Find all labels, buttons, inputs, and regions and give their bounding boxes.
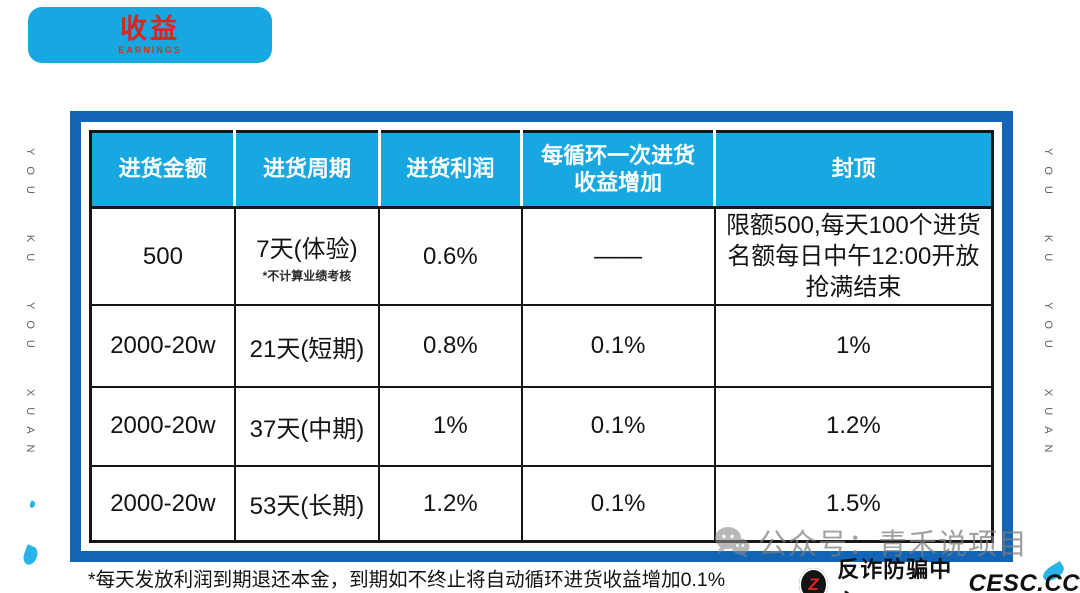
cyan-drop-decoration (21, 544, 40, 567)
cell-profit: 1.2% (378, 465, 523, 543)
cell-amount: 2000-20w (89, 304, 236, 388)
earnings-table: 进货金额 进货周期 进货利润 每循环一次进货 收益增加 封顶 500 7天(体验… (89, 130, 994, 543)
table-row: 2000-20w 21天(短期) 0.8% 0.1% 1% (89, 304, 994, 388)
cell-period: 7天(体验) *不计算业绩考核 (233, 206, 381, 307)
cell-cycle-bonus: 0.1% (520, 385, 716, 468)
earnings-badge: 收益 EARNINGS (28, 7, 272, 63)
cell-profit: 1% (378, 385, 523, 468)
anti-fraud-logo-letter: Z (808, 574, 819, 593)
table-frame: 进货金额 进货周期 进货利润 每循环一次进货 收益增加 封顶 500 7天(体验… (70, 111, 1013, 562)
table-row: 2000-20w 37天(中期) 1% 0.1% 1.2% (89, 385, 994, 468)
cell-profit: 0.8% (378, 304, 523, 388)
anti-fraud-logo-icon: Z (799, 567, 829, 593)
cell-period-note: *不计算业绩考核 (262, 269, 352, 284)
anti-fraud-label: 反诈防骗中心 (837, 557, 953, 593)
cell-period: 21天(短期) (233, 304, 381, 388)
header-cell-amount: 进货金额 (90, 131, 235, 209)
badge-subtitle: EARNINGS (118, 45, 182, 56)
cell-cycle-bonus: 0.1% (520, 465, 716, 543)
anti-fraud-badge: Z 反诈防骗中心 CESC.CC (799, 552, 1080, 593)
cell-cap: 1% (713, 304, 994, 388)
cell-amount: 500 (89, 206, 236, 307)
footnote: *每天发放利润到期退还本金，到期如不终止将自动循环进货收益增加0.1% (88, 569, 726, 591)
header-cell-cap: 封顶 (713, 131, 993, 209)
cell-cap: 1.2% (713, 385, 994, 468)
cell-amount: 2000-20w (89, 465, 236, 543)
cell-amount: 2000-20w (89, 385, 236, 468)
cell-cap: 限额500,每天100个进货名额每日中午12:00开放抢满结束 (713, 206, 994, 307)
anti-fraud-site: CESC.CC (968, 570, 1080, 593)
header-cell-profit: 进货利润 (377, 131, 522, 209)
header-cell-period: 进货周期 (233, 131, 380, 209)
header-cell-cycle-bonus: 每循环一次进货 收益增加 (520, 131, 715, 209)
cell-period: 53天(长期) (233, 465, 381, 543)
cell-period: 37天(中期) (233, 385, 381, 468)
side-text-right: YOU KU YOU XUAN (1042, 148, 1054, 464)
cell-period-main: 7天(体验) (256, 236, 358, 264)
side-text-left: YOU KU YOU XUAN (24, 148, 36, 464)
table-row: 2000-20w 53天(长期) 1.2% 0.1% 1.5% (89, 465, 994, 543)
wechat-icon (715, 527, 750, 558)
table-header-row: 进货金额 进货周期 进货利润 每循环一次进货 收益增加 封顶 (90, 131, 993, 209)
badge-title: 收益 (120, 13, 180, 44)
cell-cycle-bonus: —— (520, 206, 716, 307)
cell-cap: 1.5% (713, 465, 994, 543)
table-row: 500 7天(体验) *不计算业绩考核 0.6% —— 限额500,每天100个… (89, 206, 994, 307)
cell-cycle-bonus: 0.1% (520, 304, 716, 388)
cyan-drop-decoration (28, 500, 37, 509)
cell-profit: 0.6% (378, 206, 523, 307)
watermark-text: 公众号：青禾说项目 (758, 529, 1029, 561)
wechat-watermark: 公众号：青禾说项目 (714, 521, 1028, 563)
